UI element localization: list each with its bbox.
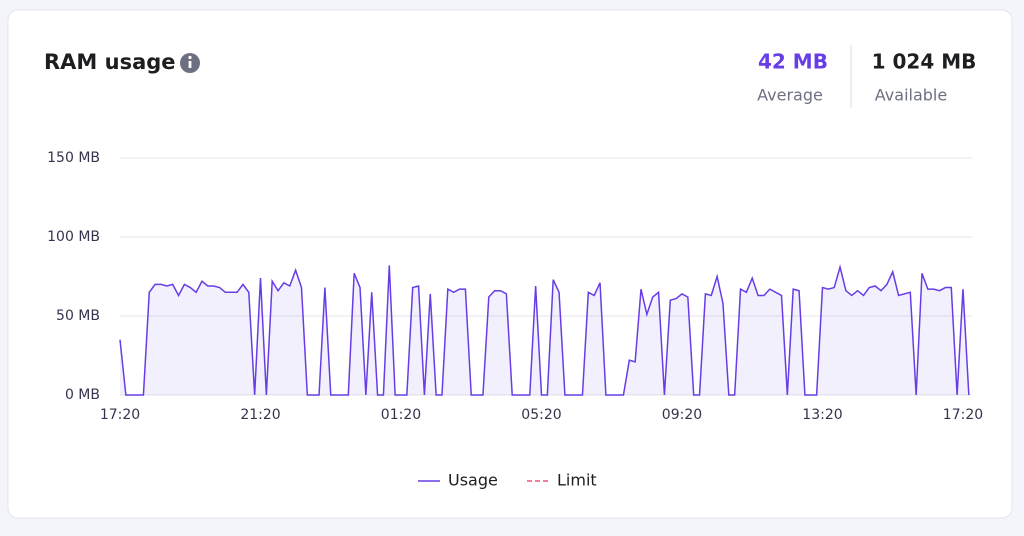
- x-tick-label: 01:20: [381, 407, 421, 423]
- y-tick-label: 0 MB: [65, 387, 100, 403]
- available-label: Available: [875, 86, 947, 105]
- x-tick-label: 13:20: [802, 407, 842, 423]
- card-title: RAM usage: [44, 50, 176, 74]
- card: [7, 9, 1013, 519]
- x-tick-label: 05:20: [521, 407, 561, 423]
- area: [120, 265, 969, 395]
- y-tick-label: 100 MB: [47, 229, 100, 245]
- info-icon[interactable]: [180, 53, 200, 73]
- x-tick-label: 09:20: [662, 407, 702, 423]
- x-tick-label: 17:20: [100, 407, 140, 423]
- average-label: Average: [757, 86, 823, 105]
- available-value: 1 024 MB: [872, 50, 977, 74]
- legend-label: Usage: [448, 471, 498, 490]
- line: [119, 264, 970, 396]
- legend-label: Limit: [557, 471, 597, 490]
- average-value: 42 MB: [758, 50, 828, 74]
- y-tick-label: 150 MB: [47, 150, 100, 166]
- x-tick-label: 21:20: [240, 407, 280, 423]
- x-tick-label: 17:20: [943, 407, 983, 423]
- y-tick-label: 50 MB: [56, 308, 100, 324]
